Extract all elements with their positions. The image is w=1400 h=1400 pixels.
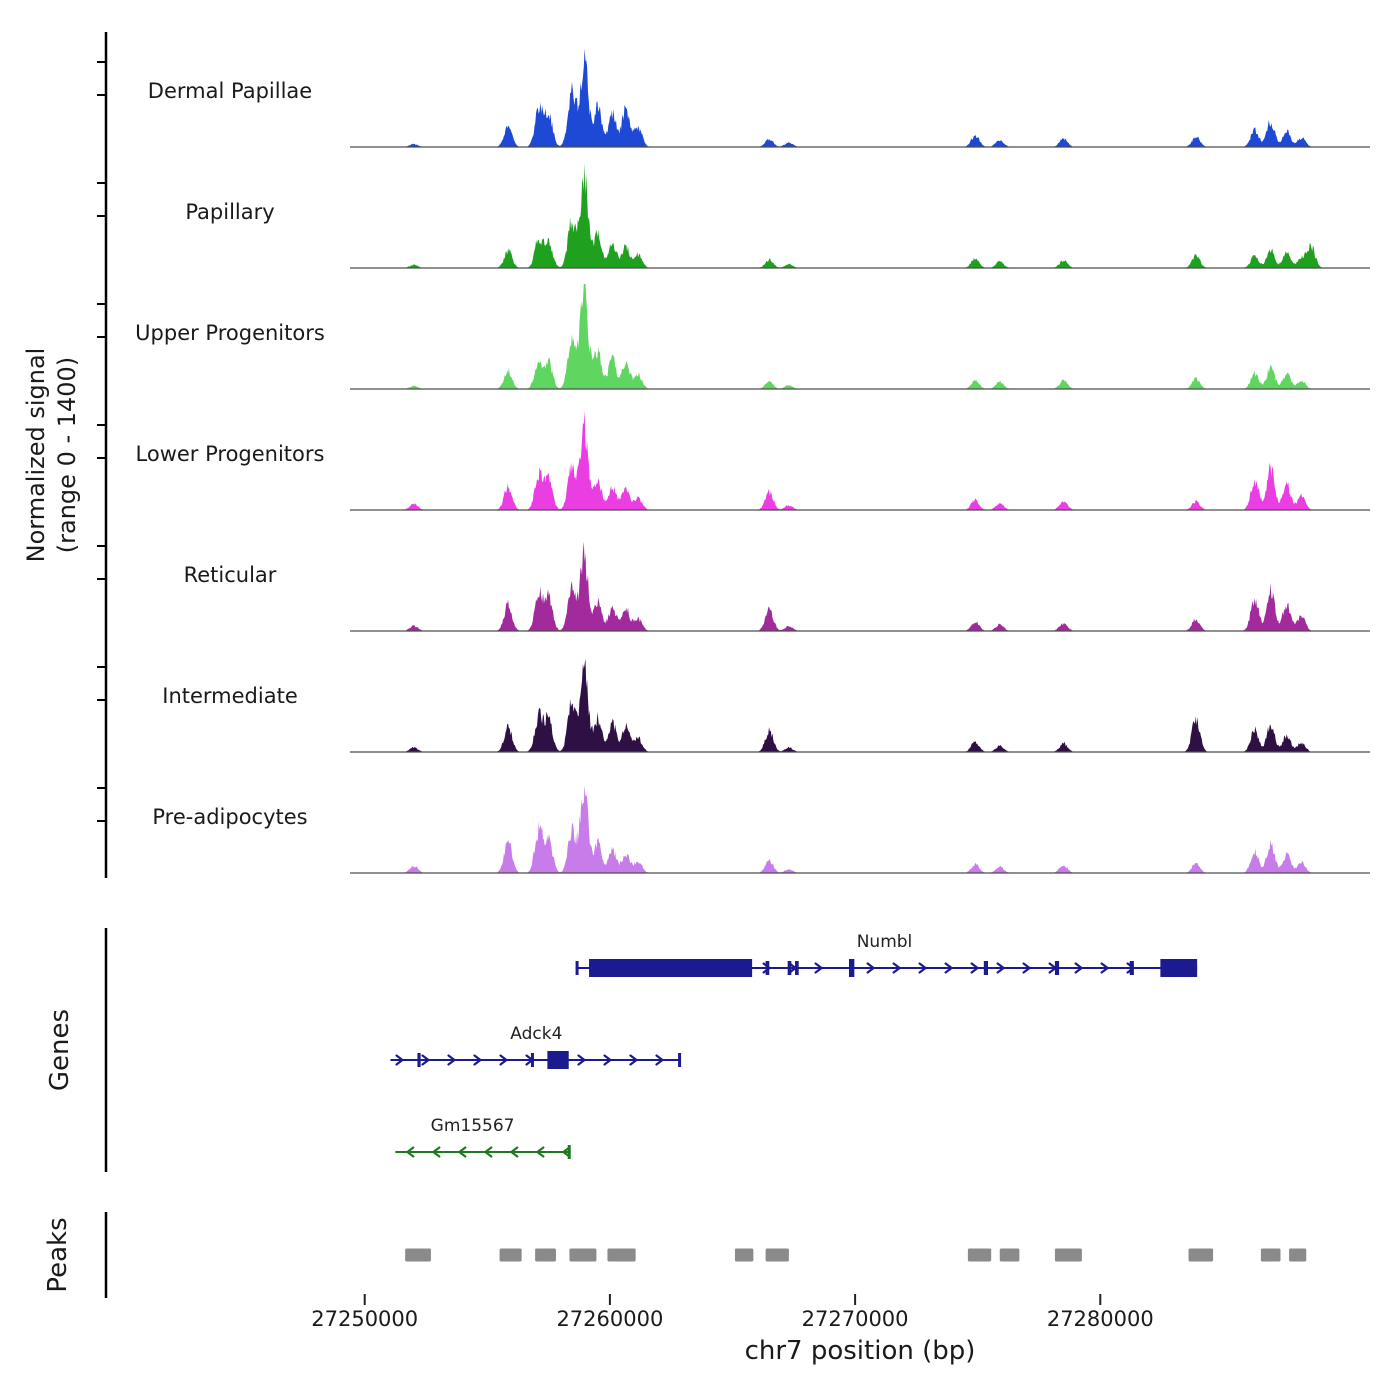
signal-area-intermediate xyxy=(350,658,1370,752)
signal-area-reticular xyxy=(350,541,1370,631)
gene-gm15567-strand-arrow-icon xyxy=(432,1146,441,1158)
track-label-reticular: Reticular xyxy=(183,563,277,587)
peak-region-8 xyxy=(999,1248,1020,1262)
gene-adck4-strand-arrow-icon xyxy=(629,1054,638,1066)
peak-region-0 xyxy=(405,1248,431,1262)
gene-adck4-strand-arrow-icon xyxy=(577,1054,586,1066)
track-label-intermediate: Intermediate xyxy=(162,684,298,708)
gene-numbl-exon-2 xyxy=(765,961,770,975)
gene-adck4-strand-arrow-icon xyxy=(473,1054,482,1066)
gene-label-gm15567: Gm15567 xyxy=(430,1116,515,1136)
gene-gm15567-strand-arrow-icon xyxy=(406,1146,415,1158)
peak-region-2 xyxy=(535,1248,556,1262)
signal-area-dermal-papillae xyxy=(350,48,1370,147)
gene-gm15567-exon-0 xyxy=(567,1145,571,1159)
gene-numbl-strand-arrow-icon xyxy=(970,962,979,974)
signal-area-lower-progenitors xyxy=(350,410,1370,510)
peak-region-10 xyxy=(1188,1248,1214,1262)
gene-adck4-strand-arrow-icon xyxy=(447,1054,456,1066)
x-axis-tick-label-0: 27250000 xyxy=(311,1307,419,1331)
gene-numbl-exon-8 xyxy=(1129,961,1134,975)
gene-numbl-strand-arrow-icon xyxy=(814,962,823,974)
track-label-dermal-papillae: Dermal Papillae xyxy=(147,79,313,103)
gene-numbl-exon-0 xyxy=(575,961,579,975)
gene-label-adck4: Adck4 xyxy=(510,1024,563,1044)
gene-numbl-strand-arrow-icon xyxy=(762,962,771,974)
gene-numbl-strand-arrow-icon xyxy=(866,962,875,974)
peak-region-3 xyxy=(569,1248,597,1262)
gene-numbl-exon-4 xyxy=(795,961,799,975)
peak-region-1 xyxy=(499,1248,522,1262)
y-axis-label-line1: Normalized signal xyxy=(21,347,50,563)
gene-numbl-exon-3 xyxy=(787,961,792,975)
gene-adck4-exon-2 xyxy=(547,1051,569,1069)
gene-numbl-exon-7 xyxy=(1054,961,1060,975)
track-label-papillary: Papillary xyxy=(185,200,275,224)
y-axis-label: Normalized signal (range 0 - 1400) xyxy=(21,348,83,563)
track-label-lower-progenitors: Lower Progenitors xyxy=(135,442,325,466)
gene-numbl-strand-arrow-icon xyxy=(1022,962,1031,974)
gene-adck4-strand-arrow-icon xyxy=(655,1054,664,1066)
peak-region-9 xyxy=(1054,1248,1082,1262)
peak-region-5 xyxy=(734,1248,754,1262)
gene-numbl-strand-arrow-icon xyxy=(996,962,1005,974)
track-label-upper-progenitors: Upper Progenitors xyxy=(135,321,325,345)
gene-numbl-exon-5 xyxy=(848,959,855,977)
gene-adck4-strand-arrow-icon xyxy=(395,1054,404,1066)
gene-adck4-strand-arrow-icon xyxy=(499,1054,508,1066)
gene-numbl-exon-6 xyxy=(983,961,988,975)
y-axis-label-line2: (range 0 - 1400) xyxy=(53,356,81,554)
gene-gm15567-strand-arrow-icon xyxy=(484,1146,493,1158)
gene-gm15567-strand-arrow-icon xyxy=(562,1146,571,1158)
gene-numbl-exon-9 xyxy=(1160,959,1198,977)
gene-gm15567-strand-arrow-icon xyxy=(458,1146,467,1158)
signal-area-papillary xyxy=(350,163,1370,268)
peak-region-7 xyxy=(967,1248,992,1262)
gene-numbl-strand-arrow-icon xyxy=(944,962,953,974)
genes-section-label: Genes xyxy=(45,1008,75,1092)
peaks-section-label: Peaks xyxy=(43,1217,73,1293)
signal-area-pre-adipocytes xyxy=(350,785,1370,873)
x-axis-tick-label-2: 27270000 xyxy=(801,1307,909,1331)
peak-region-6 xyxy=(765,1248,789,1262)
gene-adck4-exon-1 xyxy=(530,1053,534,1067)
gene-adck4-strand-arrow-icon xyxy=(603,1054,612,1066)
peak-region-12 xyxy=(1289,1248,1307,1262)
x-axis-tick-label-3: 27280000 xyxy=(1046,1307,1154,1331)
gene-numbl-exon-1 xyxy=(589,959,753,977)
track-label-pre-adipocytes: Pre-adipocytes xyxy=(152,805,308,829)
gene-adck4-exon-3 xyxy=(678,1053,682,1067)
gene-numbl-strand-arrow-icon xyxy=(892,962,901,974)
gene-numbl-strand-arrow-icon xyxy=(918,962,927,974)
x-axis-tick-label-1: 27260000 xyxy=(556,1307,664,1331)
gene-numbl-strand-arrow-icon xyxy=(1074,962,1083,974)
peak-region-11 xyxy=(1260,1248,1281,1262)
x-axis-title: chr7 position (bp) xyxy=(744,1336,976,1366)
signal-area-upper-progenitors xyxy=(350,284,1370,389)
gene-adck4-exon-0 xyxy=(417,1053,421,1067)
gene-adck4-strand-arrow-icon xyxy=(421,1054,430,1066)
gene-gm15567-strand-arrow-icon xyxy=(536,1146,545,1158)
gene-label-numbl: Numbl xyxy=(856,932,913,952)
gene-gm15567-strand-arrow-icon xyxy=(510,1146,519,1158)
peak-region-4 xyxy=(607,1248,636,1262)
gene-numbl-strand-arrow-icon xyxy=(1100,962,1109,974)
